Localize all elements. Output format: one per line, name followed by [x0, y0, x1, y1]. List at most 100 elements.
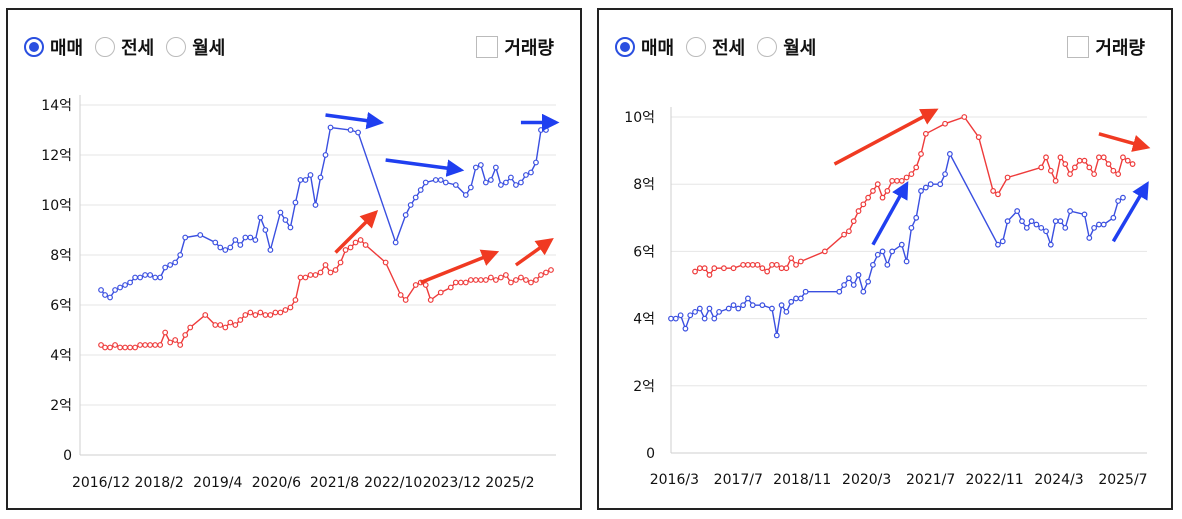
radio-option-jeonse[interactable]: 전세	[95, 34, 154, 60]
data-point[interactable]	[432, 177, 439, 183]
data-point[interactable]	[1086, 235, 1093, 241]
data-point[interactable]	[412, 282, 419, 288]
data-point[interactable]	[182, 234, 189, 241]
data-point[interactable]	[894, 177, 900, 184]
data-point[interactable]	[492, 277, 499, 283]
data-point[interactable]	[1019, 218, 1025, 225]
data-point[interactable]	[884, 188, 891, 194]
data-point[interactable]	[1052, 218, 1059, 225]
data-point[interactable]	[257, 309, 264, 316]
data-point[interactable]	[841, 282, 847, 288]
data-point[interactable]	[913, 214, 920, 221]
data-point[interactable]	[730, 302, 737, 309]
data-point[interactable]	[252, 312, 259, 318]
data-point[interactable]	[1038, 224, 1045, 231]
data-point[interactable]	[961, 114, 968, 120]
data-point[interactable]	[672, 315, 679, 322]
data-point[interactable]	[277, 209, 284, 216]
data-point[interactable]	[1115, 198, 1122, 204]
data-point[interactable]	[472, 277, 479, 283]
data-point[interactable]	[342, 247, 349, 253]
data-point[interactable]	[157, 342, 164, 348]
data-point[interactable]	[107, 344, 113, 351]
data-point[interactable]	[1120, 154, 1126, 161]
data-point[interactable]	[1096, 221, 1102, 228]
data-point[interactable]	[352, 239, 359, 246]
data-point[interactable]	[990, 188, 997, 194]
data-point[interactable]	[764, 268, 771, 275]
data-point[interactable]	[327, 124, 334, 131]
data-point[interactable]	[913, 164, 920, 171]
data-point[interactable]	[502, 272, 509, 278]
data-point[interactable]	[1105, 161, 1112, 167]
data-point[interactable]	[543, 127, 549, 133]
data-point[interactable]	[740, 261, 747, 268]
data-point[interactable]	[508, 174, 514, 181]
data-point[interactable]	[999, 238, 1006, 245]
data-point[interactable]	[482, 277, 489, 283]
data-point[interactable]	[297, 177, 304, 183]
data-point[interactable]	[870, 261, 876, 268]
data-point[interactable]	[769, 305, 775, 312]
data-point[interactable]	[312, 272, 319, 278]
data-point[interactable]	[918, 151, 924, 157]
data-point[interactable]	[197, 232, 204, 238]
data-point[interactable]	[778, 302, 785, 309]
data-point[interactable]	[267, 247, 274, 253]
data-point[interactable]	[1004, 174, 1011, 181]
data-point[interactable]	[749, 302, 756, 309]
data-point[interactable]	[347, 127, 354, 133]
data-point[interactable]	[262, 312, 269, 318]
data-point[interactable]	[502, 179, 509, 186]
data-point[interactable]	[452, 279, 459, 286]
data-point[interactable]	[162, 264, 169, 271]
data-point[interactable]	[347, 244, 354, 251]
data-point[interactable]	[337, 259, 344, 266]
data-point[interactable]	[942, 120, 948, 127]
data-point[interactable]	[262, 227, 269, 233]
data-point[interactable]	[157, 274, 164, 281]
data-point[interactable]	[477, 277, 484, 283]
data-point[interactable]	[497, 274, 504, 281]
data-point[interactable]	[177, 342, 184, 348]
data-point[interactable]	[841, 231, 847, 238]
data-point[interactable]	[202, 312, 209, 318]
data-point[interactable]	[322, 262, 329, 268]
data-point[interactable]	[472, 164, 479, 171]
data-point[interactable]	[874, 181, 881, 188]
data-point[interactable]	[242, 234, 249, 241]
data-point[interactable]	[437, 289, 444, 296]
data-point[interactable]	[257, 214, 264, 221]
data-point[interactable]	[908, 224, 915, 231]
data-point[interactable]	[317, 269, 324, 276]
data-point[interactable]	[759, 265, 766, 272]
data-point[interactable]	[922, 184, 929, 191]
data-point[interactable]	[769, 261, 775, 268]
data-point[interactable]	[482, 179, 489, 186]
data-point[interactable]	[879, 194, 886, 201]
data-point[interactable]	[508, 279, 514, 286]
data-point[interactable]	[227, 319, 234, 326]
data-point[interactable]	[122, 344, 128, 351]
data-point[interactable]	[1043, 154, 1049, 161]
data-point[interactable]	[942, 171, 948, 178]
data-point[interactable]	[447, 284, 454, 291]
data-point[interactable]	[107, 294, 113, 301]
data-point[interactable]	[167, 339, 174, 346]
data-point[interactable]	[422, 282, 429, 288]
data-point[interactable]	[850, 218, 857, 225]
data-point[interactable]	[487, 177, 494, 183]
data-point[interactable]	[692, 268, 698, 275]
data-point[interactable]	[355, 129, 361, 136]
data-point[interactable]	[212, 322, 219, 328]
data-point[interactable]	[112, 342, 118, 348]
data-point[interactable]	[518, 274, 524, 281]
data-point[interactable]	[327, 269, 334, 276]
radio-selected-icon[interactable]	[24, 37, 44, 57]
radio-unselected-icon[interactable]	[686, 37, 707, 57]
data-point[interactable]	[927, 181, 934, 188]
data-point[interactable]	[462, 279, 469, 286]
data-point[interactable]	[177, 252, 184, 258]
data-point[interactable]	[332, 267, 339, 273]
data-point[interactable]	[1043, 228, 1049, 235]
